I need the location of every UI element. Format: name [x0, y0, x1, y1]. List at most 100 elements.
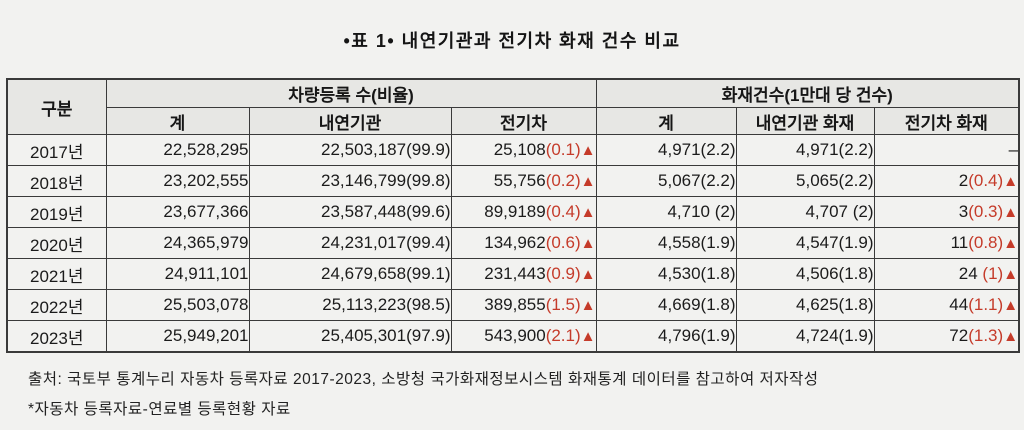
- table-row: 2021년 24,911,101 24,679,658(99.1) 231,44…: [6, 258, 1020, 290]
- col-header-gubun: 구분: [6, 78, 107, 135]
- reg-ev-count: 543,900: [484, 326, 546, 345]
- reg-ev-count: 389,855: [484, 295, 546, 314]
- reg-ice-cell: 24,679,658(99.1): [248, 258, 452, 290]
- reg-total-cell: 24,911,101: [105, 258, 250, 290]
- fire-ice-cell: 4,971(2.2): [735, 134, 875, 166]
- reg-ev-cell: 389,855(1.5)▲: [450, 289, 597, 321]
- table-row: 2017년 22,528,295 22,503,187(99.9) 25,108…: [6, 134, 1020, 166]
- reg-ev-count: 231,443: [484, 264, 546, 283]
- reg-ice-cell: 25,113,223(98.5): [248, 289, 452, 321]
- year-cell: 2017년: [6, 134, 107, 166]
- up-triangle-icon: ▲: [1003, 173, 1019, 190]
- reg-ev-count: 89,9189: [484, 202, 546, 221]
- fire-ev-cell: 3(0.3)▲: [873, 196, 1020, 228]
- table-title: •표 1• 내연기관과 전기차 화재 건수 비교: [343, 31, 681, 51]
- up-triangle-icon: ▲: [580, 142, 596, 159]
- col-header-fire-ice: 내연기관 화재: [735, 107, 875, 135]
- col-group-fires: 화재건수(1만대 당 건수): [595, 78, 1020, 108]
- reg-total-cell: 25,503,078: [105, 289, 250, 321]
- reg-ev-cell: 231,443(0.9)▲: [450, 258, 597, 290]
- col-header-reg-total: 계: [105, 107, 250, 135]
- data-note: *자동차 등록자료-연료별 등록현황 자료: [28, 401, 291, 418]
- table-row: 2018년 23,202,555 23,146,799(99.8) 55,756…: [6, 165, 1020, 197]
- up-triangle-icon: ▲: [1003, 297, 1019, 314]
- reg-ice-cell: 24,231,017(99.4): [248, 227, 452, 259]
- fire-ice-cell: 4,625(1.8): [735, 289, 875, 321]
- up-triangle-icon: ▲: [580, 235, 596, 252]
- comparison-table: 구분 차량등록 수(비율) 화재건수(1만대 당 건수) 계 내연기관 전기차 …: [6, 78, 1021, 353]
- reg-ev-pct: (0.1): [545, 140, 581, 159]
- fire-total-cell: 4,710 (2): [595, 196, 737, 228]
- reg-ice-cell: 23,587,448(99.6): [248, 196, 452, 228]
- reg-ev-count: 134,962: [484, 233, 546, 252]
- fire-ice-cell: 4,724(1.9): [735, 320, 875, 353]
- fire-ev-cell: 72(1.3)▲: [873, 320, 1020, 353]
- fire-total-cell: 4,971(2.2): [595, 134, 737, 166]
- reg-ice-cell: 22,503,187(99.9): [248, 134, 452, 166]
- reg-ice-cell: 25,405,301(97.9): [248, 320, 452, 353]
- reg-ev-pct: (0.6): [545, 233, 581, 252]
- fire-ice-cell: 4,547(1.9): [735, 227, 875, 259]
- fire-ev-pct: (0.3): [968, 202, 1004, 221]
- reg-ev-count: 55,756: [493, 171, 546, 190]
- fire-total-cell: 5,067(2.2): [595, 165, 737, 197]
- fire-ev-count: 44: [949, 295, 969, 314]
- fire-total-cell: 4,669(1.8): [595, 289, 737, 321]
- table-row: 2023년 25,949,201 25,405,301(97.9) 543,90…: [6, 320, 1020, 353]
- up-triangle-icon: ▲: [580, 204, 596, 221]
- source-note: 출처: 국토부 통계누리 자동차 등록자료 2017-2023, 소방청 국가화…: [28, 371, 819, 388]
- col-group-registration: 차량등록 수(비율): [105, 78, 597, 108]
- fire-ev-count: 3: [958, 202, 969, 221]
- fire-ice-cell: 4,707 (2): [735, 196, 875, 228]
- fire-ev-pct: (1): [982, 264, 1004, 283]
- table-row: 2020년 24,365,979 24,231,017(99.4) 134,96…: [6, 227, 1020, 259]
- fire-total-cell: 4,530(1.8): [595, 258, 737, 290]
- header-sub-row: 계 내연기관 전기차 계 내연기관 화재 전기차 화재: [7, 107, 1020, 135]
- reg-total-cell: 23,202,555: [105, 165, 250, 197]
- fire-ev-cell: 24 (1)▲: [873, 258, 1020, 290]
- fire-total-cell: 4,796(1.9): [595, 320, 737, 353]
- fire-ev-pct: (1.3): [968, 326, 1004, 345]
- year-cell: 2018년: [6, 165, 107, 197]
- up-triangle-icon: ▲: [1003, 235, 1019, 252]
- year-cell: 2021년: [6, 258, 107, 290]
- fire-ev-pct: (0.4): [968, 171, 1004, 190]
- year-cell: 2023년: [6, 320, 107, 353]
- up-triangle-icon: ▲: [1003, 204, 1019, 221]
- fire-ice-cell: 5,065(2.2): [735, 165, 875, 197]
- reg-ev-pct: (1.5): [545, 295, 581, 314]
- fire-ev-count: –: [1008, 140, 1019, 159]
- up-triangle-icon: ▲: [1003, 328, 1019, 345]
- reg-ice-cell: 23,146,799(99.8): [248, 165, 452, 197]
- table-header: 구분 차량등록 수(비율) 화재건수(1만대 당 건수) 계 내연기관 전기차 …: [6, 78, 1020, 135]
- fire-ev-cell: 11(0.8)▲: [873, 227, 1020, 259]
- fire-ev-count: 72: [949, 326, 969, 345]
- reg-ev-pct: (0.9): [545, 264, 581, 283]
- table-body: 2017년 22,528,295 22,503,187(99.9) 25,108…: [6, 134, 1020, 353]
- up-triangle-icon: ▲: [580, 266, 596, 283]
- header-group-row: 구분 차량등록 수(비율) 화재건수(1만대 당 건수): [6, 78, 1020, 135]
- col-header-reg-ev: 전기차: [450, 107, 597, 135]
- fire-ev-cell: 44(1.1)▲: [873, 289, 1020, 321]
- fire-ev-pct: (0.8): [968, 233, 1004, 252]
- reg-ev-cell: 543,900(2.1)▲: [450, 320, 597, 353]
- reg-ev-cell: 134,962(0.6)▲: [450, 227, 597, 259]
- reg-ev-pct: (0.4): [545, 202, 581, 221]
- reg-ev-pct: (0.2): [545, 171, 581, 190]
- fire-ev-pct: (1.1): [968, 295, 1004, 314]
- fire-ev-count: 2: [958, 171, 969, 190]
- reg-ev-cell: 25,108(0.1)▲: [450, 134, 597, 166]
- table-row: 2019년 23,677,366 23,587,448(99.6) 89,918…: [6, 196, 1020, 228]
- reg-total-cell: 25,949,201: [105, 320, 250, 353]
- up-triangle-icon: ▲: [580, 328, 596, 345]
- reg-total-cell: 23,677,366: [105, 196, 250, 228]
- table-row: 2022년 25,503,078 25,113,223(98.5) 389,85…: [6, 289, 1020, 321]
- year-cell: 2019년: [6, 196, 107, 228]
- year-cell: 2022년: [6, 289, 107, 321]
- up-triangle-icon: ▲: [580, 297, 596, 314]
- fire-ice-cell: 4,506(1.8): [735, 258, 875, 290]
- reg-total-cell: 24,365,979: [105, 227, 250, 259]
- reg-ev-cell: 55,756(0.2)▲: [450, 165, 597, 197]
- col-header-fire-ev: 전기차 화재: [873, 107, 1020, 135]
